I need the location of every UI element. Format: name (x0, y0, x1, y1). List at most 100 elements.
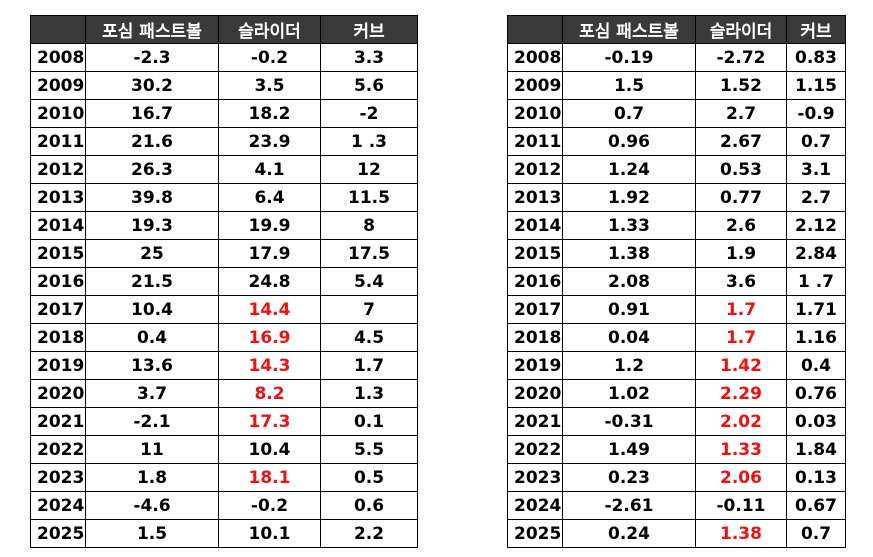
curve-cell: 3.1 (786, 155, 846, 184)
slider-cell: 17.3 (218, 407, 321, 436)
curve-cell: 0.83 (786, 43, 846, 72)
curve-cell: 0.7 (786, 127, 846, 156)
slider-cell: 10.4 (218, 435, 321, 464)
table-row: 2008 -2.3 -0.2 3.3 (30, 43, 418, 72)
slider-cell: 0.53 (695, 155, 787, 184)
fastball-cell: 1.5 (562, 71, 696, 100)
year-cell: 2024 (30, 491, 86, 520)
year-cell: 2025 (507, 519, 563, 548)
slider-cell: 2.6 (695, 211, 787, 240)
year-cell: 2022 (30, 435, 86, 464)
year-cell: 2022 (507, 435, 563, 464)
curve-cell: 2.84 (786, 239, 846, 268)
table-row: 2025 0.24 1.38 0.7 (507, 519, 846, 548)
fastball-cell: 16.7 (85, 99, 219, 128)
fastball-cell: 13.6 (85, 351, 219, 380)
fastball-cell: 0.96 (562, 127, 696, 156)
slider-cell: 18.1 (218, 463, 321, 492)
header-row: 포심 패스트볼 슬라이더 커브 (507, 15, 846, 44)
table-row: 2016 21.5 24.8 5.4 (30, 267, 418, 296)
year-cell: 2011 (30, 127, 86, 156)
table-row: 2018 0.04 1.7 1.16 (507, 323, 846, 352)
table-row: 2010 0.7 2.7 -0.9 (507, 99, 846, 128)
fastball-cell: 1.24 (562, 155, 696, 184)
fastball-cell: 30.2 (85, 71, 219, 100)
curve-cell: 2.2 (320, 519, 418, 548)
table-row: 2012 26.3 4.1 12 (30, 155, 418, 184)
curve-cell: 1.3 (320, 379, 418, 408)
curve-cell: 5.4 (320, 267, 418, 296)
header-curve: 커브 (786, 15, 846, 44)
table-row: 2019 1.2 1.42 0.4 (507, 351, 846, 380)
slider-cell: 2.06 (695, 463, 787, 492)
curve-cell: 1 .3 (320, 127, 418, 156)
header-fastball: 포심 패스트볼 (562, 15, 696, 44)
curve-cell: 4.5 (320, 323, 418, 352)
year-cell: 2012 (507, 155, 563, 184)
slider-cell: 17.9 (218, 239, 321, 268)
table-row: 2020 3.7 8.2 1.3 (30, 379, 418, 408)
year-cell: 2016 (30, 267, 86, 296)
fastball-cell: 1.8 (85, 463, 219, 492)
fastball-cell: 25 (85, 239, 219, 268)
fastball-cell: 21.5 (85, 267, 219, 296)
year-cell: 2020 (507, 379, 563, 408)
slider-cell: 3.5 (218, 71, 321, 100)
curve-cell: 1.71 (786, 295, 846, 324)
year-cell: 2014 (507, 211, 563, 240)
fastball-cell: 1.92 (562, 183, 696, 212)
slider-cell: 19.9 (218, 211, 321, 240)
fastball-cell: 11 (85, 435, 219, 464)
slider-cell: 8.2 (218, 379, 321, 408)
slider-cell: 14.3 (218, 351, 321, 380)
curve-cell: 3.3 (320, 43, 418, 72)
curve-cell: -2 (320, 99, 418, 128)
fastball-cell: 0.24 (562, 519, 696, 548)
slider-cell: 0.77 (695, 183, 787, 212)
curve-cell: 0.6 (320, 491, 418, 520)
year-cell: 2013 (507, 183, 563, 212)
curve-cell: 0.7 (786, 519, 846, 548)
table-row: 2013 39.8 6.4 11.5 (30, 183, 418, 212)
slider-cell: 4.1 (218, 155, 321, 184)
table-row: 2024 -2.61 -0.11 0.67 (507, 491, 846, 520)
table-row: 2017 0.91 1.7 1.71 (507, 295, 846, 324)
slider-cell: 3.6 (695, 267, 787, 296)
table-row: 2015 25 17.9 17.5 (30, 239, 418, 268)
table-row: 2024 -4.6 -0.2 0.6 (30, 491, 418, 520)
slider-cell: -0.2 (218, 491, 321, 520)
left-stats-table: 포심 패스트볼 슬라이더 커브 2008 -2.3 -0.2 3.3 2009 30.2 3… (30, 15, 418, 548)
curve-cell: 12 (320, 155, 418, 184)
table-row: 2025 1.5 10.1 2.2 (30, 519, 418, 548)
curve-cell: 1.16 (786, 323, 846, 352)
year-cell: 2017 (507, 295, 563, 324)
curve-cell: 0.03 (786, 407, 846, 436)
fastball-cell: 0.04 (562, 323, 696, 352)
slider-cell: 2.67 (695, 127, 787, 156)
year-cell: 2012 (30, 155, 86, 184)
curve-cell: 1.84 (786, 435, 846, 464)
year-cell: 2024 (507, 491, 563, 520)
year-cell: 2010 (30, 99, 86, 128)
curve-cell: 0.4 (786, 351, 846, 380)
year-cell: 2017 (30, 295, 86, 324)
slider-cell: 1.52 (695, 71, 787, 100)
slider-cell: -0.11 (695, 491, 787, 520)
table-row: 2023 1.8 18.1 0.5 (30, 463, 418, 492)
curve-cell: 5.6 (320, 71, 418, 100)
table-row: 2022 1.49 1.33 1.84 (507, 435, 846, 464)
year-cell: 2016 (507, 267, 563, 296)
year-cell: 2019 (30, 351, 86, 380)
table-row: 2022 11 10.4 5.5 (30, 435, 418, 464)
curve-cell: 0.1 (320, 407, 418, 436)
slider-cell: 24.8 (218, 267, 321, 296)
fastball-cell: -0.31 (562, 407, 696, 436)
slider-cell: 16.9 (218, 323, 321, 352)
fastball-cell: -2.61 (562, 491, 696, 520)
year-cell: 2015 (507, 239, 563, 268)
curve-cell: 1 .7 (786, 267, 846, 296)
curve-cell: 17.5 (320, 239, 418, 268)
year-cell: 2010 (507, 99, 563, 128)
table-row: 2021 -0.31 2.02 0.03 (507, 407, 846, 436)
year-cell: 2025 (30, 519, 86, 548)
